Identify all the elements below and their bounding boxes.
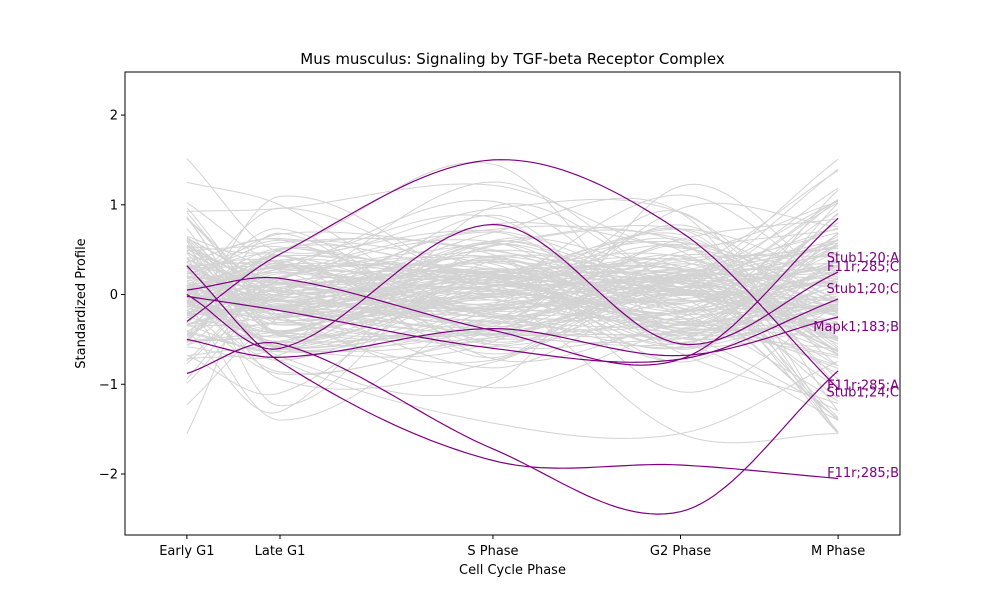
background-profile-line <box>186 258 839 333</box>
background-profile-line <box>186 269 839 374</box>
highlighted-profile-line <box>186 316 839 359</box>
series-label: F11r;285;B <box>827 466 899 481</box>
series-label: Mapk1;183;B <box>813 320 899 335</box>
x-tick-label: S Phase <box>467 544 518 559</box>
series-label: Stub1;24;C <box>827 385 900 400</box>
y-tick-label: −1 <box>99 378 118 393</box>
background-profile-line <box>186 240 839 407</box>
x-tick-label: M Phase <box>811 544 865 559</box>
background-profile-line <box>186 271 839 317</box>
background-profile-line <box>186 194 839 333</box>
background-profile-line <box>186 231 839 287</box>
background-profile-line <box>186 250 839 324</box>
background-profile-line <box>186 247 839 323</box>
background-profile-line <box>186 232 839 364</box>
y-tick-label: 1 <box>110 198 118 213</box>
background-profile-line <box>186 256 839 312</box>
y-tick-label: 2 <box>110 109 118 124</box>
background-profile-line <box>186 249 839 306</box>
background-profile-line <box>186 228 839 340</box>
background-profile-line <box>186 195 839 330</box>
y-tick-label: −2 <box>99 467 118 482</box>
x-tick-label: G2 Phase <box>650 544 711 559</box>
highlighted-profile-line <box>186 217 839 366</box>
background-profile-line <box>186 297 839 420</box>
highlighted-profile-line <box>186 223 839 350</box>
highlighted-lines <box>186 159 839 515</box>
y-tick-label: 0 <box>110 288 118 303</box>
background-profile-line <box>186 237 839 363</box>
background-profile-line <box>186 243 839 369</box>
background-profile-line <box>186 158 839 339</box>
highlighted-profile-line <box>186 159 839 390</box>
highlighted-profile-line <box>186 341 839 515</box>
background-lines <box>186 158 839 444</box>
background-profile-line <box>186 262 839 341</box>
y-axis-title: Standardized Profile <box>74 238 89 368</box>
series-label: F11r;285;C <box>827 260 899 275</box>
background-profile-line <box>186 254 839 393</box>
highlighted-profile-line <box>186 295 839 363</box>
background-profile-line <box>186 270 839 412</box>
background-profile-line <box>186 246 839 303</box>
x-axis-title: Cell Cycle Phase <box>459 563 566 578</box>
background-profile-line <box>186 286 839 439</box>
background-profile-line <box>186 285 839 357</box>
background-profile-line <box>186 170 839 384</box>
series-label: Stub1;20;C <box>827 282 900 297</box>
background-profile-line <box>186 293 839 333</box>
highlighted-profile-line <box>186 265 839 480</box>
series-label: F11r;285;A <box>827 378 899 393</box>
background-profile-line <box>186 282 839 388</box>
background-profile-line <box>186 271 839 367</box>
background-profile-line <box>186 199 839 303</box>
background-profile-line <box>186 168 839 346</box>
background-profile-line <box>186 239 839 340</box>
background-profile-line <box>186 258 839 355</box>
background-profile-line <box>186 245 839 324</box>
background-profile-line <box>186 238 839 317</box>
plot-frame <box>124 71 901 536</box>
background-profile-line <box>186 261 839 325</box>
x-axis: Early G1 Late G1 S Phase G2 Phase M Phase <box>159 535 865 559</box>
background-profile-line <box>186 246 839 434</box>
background-profile-line <box>186 253 839 352</box>
background-profile-line <box>186 210 839 412</box>
background-profile-line <box>186 208 839 319</box>
series-label: Stub1;20;A <box>827 251 899 266</box>
background-profile-line <box>186 183 839 249</box>
x-tick-label: Late G1 <box>255 544 306 559</box>
x-tick-label: Early G1 <box>159 544 214 559</box>
background-profile-line <box>186 183 839 397</box>
chart-title: Mus musculus: Signaling by TGF-beta Rece… <box>300 50 725 68</box>
y-axis: −2 −1 0 1 2 <box>99 109 125 482</box>
background-profile-line <box>186 264 839 320</box>
background-profile-line <box>186 244 839 343</box>
